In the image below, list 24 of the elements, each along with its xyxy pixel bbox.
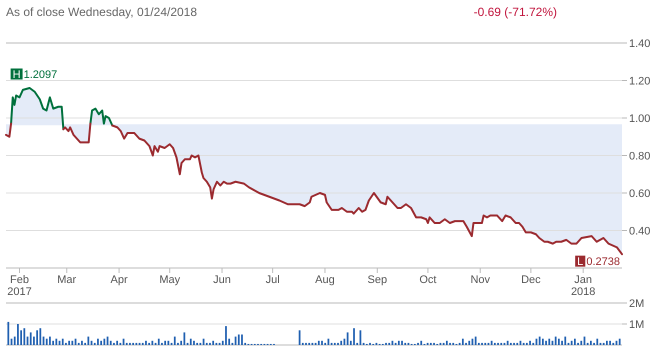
x-tick-label: May — [159, 274, 181, 286]
chart-subtitle: As of close Wednesday, 01/24/2018 — [6, 5, 198, 19]
y-tick-label: 0.40 — [629, 225, 650, 238]
y-tick-label: 2M — [629, 298, 644, 310]
annotation: L 0.2738 — [577, 256, 620, 268]
x-tick-label: Jun — [213, 274, 231, 286]
x-tick-label: Oct — [419, 274, 436, 286]
y-tick-label: 1M — [629, 318, 644, 331]
y-tick-label: 0.80 — [629, 150, 650, 162]
x-tick-label: Jul — [266, 274, 280, 286]
x-tick-label: Nov — [470, 274, 491, 286]
y-tick-label: 1.00 — [629, 112, 650, 125]
annotation: H 1.2097 — [12, 69, 58, 81]
y-tick-label: 1.40 — [629, 38, 650, 50]
x-tick-label: Sep — [368, 274, 388, 286]
x-tick-label: Jan 2018 — [570, 274, 596, 298]
x-tick-label: Aug — [315, 274, 335, 286]
x-tick-label: Apr — [110, 274, 128, 286]
text: -0.69 (-71.72%) — [474, 5, 557, 19]
y-tick-label: 0.60 — [629, 188, 650, 200]
x-tick-label: Mar — [57, 274, 77, 286]
y-tick-label: 1.20 — [629, 75, 650, 88]
x-tick-label: Feb 2017 — [7, 274, 32, 298]
x-tick-label: Dec — [521, 274, 542, 286]
